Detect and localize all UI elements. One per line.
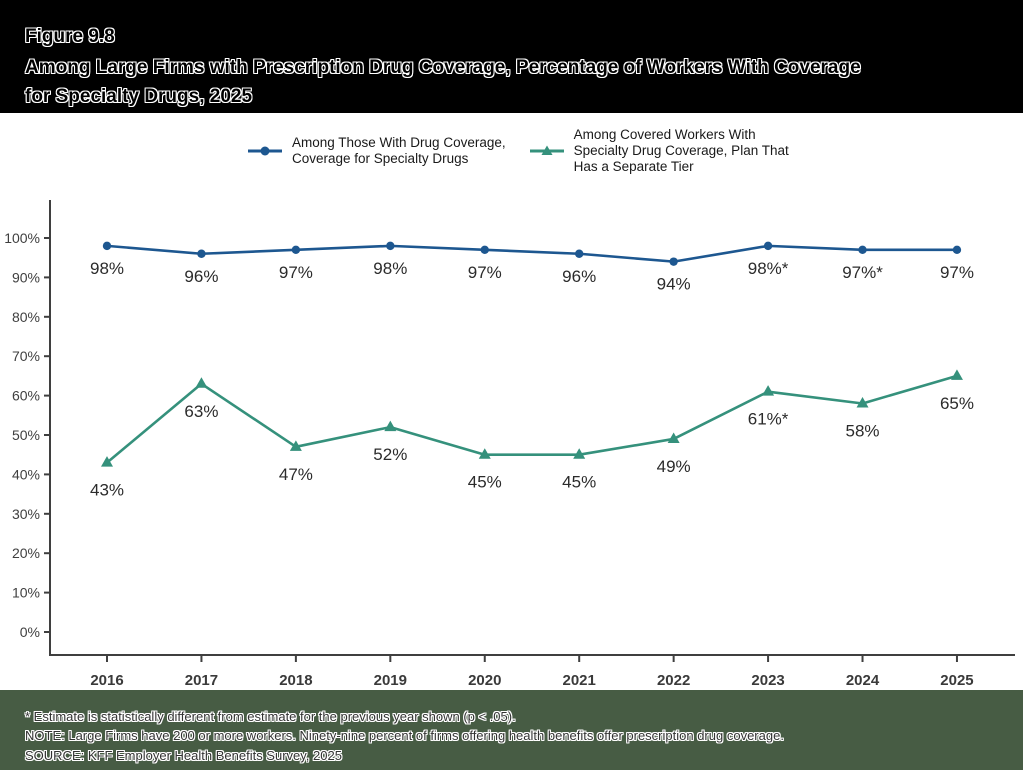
legend-label: Among Those With Drug Coverage, Coverage… [292, 135, 506, 166]
y-tick-label: 20% [12, 545, 40, 561]
data-point-label: 96% [562, 267, 596, 286]
data-point-label: 43% [90, 481, 124, 500]
footnote-source: SOURCE: KFF Employer Health Benefits Sur… [25, 747, 342, 763]
y-tick-label: 40% [12, 466, 40, 482]
line-chart: 0% 10% 20% 30% 40% 50% 60% 70% 80% 90% 100% 2016 201… [4, 200, 1015, 689]
data-point-marker [102, 241, 112, 251]
data-point-label: 45% [468, 473, 502, 492]
data-point-label: 97% [468, 263, 502, 282]
data-point-label: 97%* [842, 263, 883, 282]
data-point-marker [858, 245, 867, 255]
x-tick-label: 2023 [751, 672, 784, 689]
y-tick-label: 10% [12, 585, 40, 601]
data-point-marker [386, 241, 395, 251]
x-tick-label: 2017 [185, 672, 218, 689]
data-point-marker [762, 385, 775, 396]
blue-line-circle-marker-icon [248, 146, 282, 156]
data-point-label: 94% [657, 275, 691, 294]
x-tick-label: 2022 [657, 672, 690, 689]
x-tick-label: 2020 [468, 672, 501, 689]
x-tick-label: 2025 [940, 672, 973, 689]
data-point-label: 97% [940, 263, 974, 282]
figure-number: Figure 9.8 [25, 26, 115, 47]
data-point-marker [952, 245, 962, 255]
data-point-label: 58% [846, 421, 880, 440]
y-tick-label: 90% [12, 269, 40, 285]
series-line [105, 244, 959, 263]
data-point-label: 98%* [748, 259, 789, 278]
data-point-marker [478, 448, 491, 459]
data-point-marker [763, 241, 773, 251]
x-tick-label: 2018 [279, 672, 312, 689]
data-point-marker [480, 245, 489, 255]
data-point-marker [289, 440, 302, 451]
legend: Among Those With Drug Coverage, Coverage… [248, 127, 789, 175]
data-point-marker [575, 249, 584, 258]
footnote-significance: * Estimate is statistically different fr… [25, 709, 516, 724]
data-point-marker [856, 396, 869, 408]
data-point-label: 98% [373, 259, 407, 278]
y-tick-label: 70% [12, 348, 40, 364]
data-point-marker [669, 257, 678, 266]
y-tick-label: 60% [12, 388, 40, 404]
data-point-label: 97% [279, 263, 313, 282]
y-tick-label: 50% [12, 427, 40, 443]
data-point-marker [197, 249, 206, 258]
data-point-label: 65% [940, 394, 974, 413]
data-point-label: 45% [562, 473, 596, 492]
title-bar: Figure 9.8 Among Large Firms with Prescr… [0, 0, 1023, 113]
teal-line-triangle-marker-icon [529, 145, 564, 155]
data-point-marker [573, 448, 586, 459]
data-point-label: 63% [184, 402, 218, 421]
data-point-marker [384, 420, 397, 432]
x-tick-label: 2019 [374, 672, 407, 689]
footnote-note: NOTE: Large Firms have 200 or more worke… [25, 728, 784, 744]
data-point-marker [667, 432, 680, 443]
data-point-label: 49% [657, 457, 691, 476]
legend-label: Among Covered Workers With Specialty Dru… [573, 127, 789, 174]
data-point-label: 61%* [748, 410, 789, 429]
y-tick-label: 0% [20, 624, 40, 640]
x-tick-label: 2016 [90, 672, 123, 689]
chart-panel: Among Those With Drug Coverage, Coverage… [0, 113, 1023, 690]
data-point-marker [950, 369, 963, 380]
y-tick-label: 30% [12, 506, 40, 522]
series-line [105, 374, 959, 464]
page-title: Among Large Firms with Prescription Drug… [25, 57, 861, 107]
data-point-label: 98% [90, 259, 124, 278]
x-tick-label: 2021 [563, 672, 596, 689]
legend-item-separate-tier: Among Covered Workers With Specialty Dru… [529, 127, 789, 175]
data-point-marker [195, 377, 208, 388]
footer: * Estimate is statistically different fr… [0, 690, 1023, 770]
data-point-label: 52% [373, 445, 407, 464]
data-point-label: 96% [184, 267, 218, 286]
legend-item-specialty-coverage: Among Those With Drug Coverage, Coverage… [248, 135, 506, 167]
data-point-marker [291, 245, 301, 255]
x-tick-label: 2024 [846, 672, 880, 689]
y-tick-label: 100% [4, 230, 40, 246]
data-point-marker [101, 456, 113, 467]
data-point-label: 47% [279, 465, 313, 484]
y-tick-label: 80% [12, 309, 40, 325]
